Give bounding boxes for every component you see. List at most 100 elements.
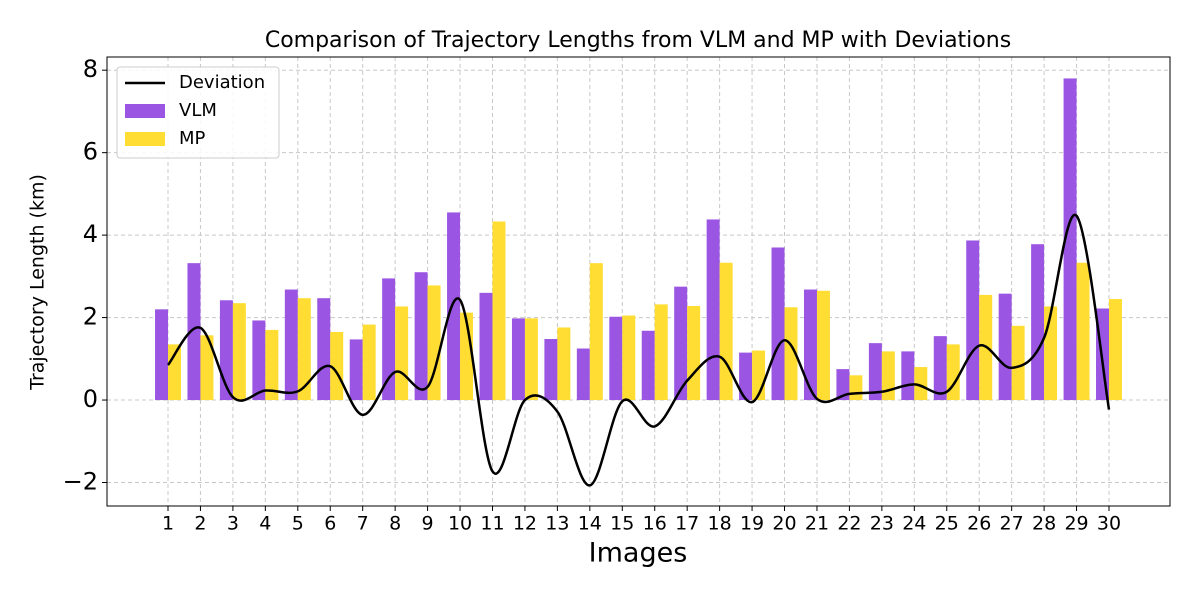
x-tick-label: 3 <box>227 513 239 535</box>
bar <box>589 263 603 401</box>
bar <box>1076 262 1090 401</box>
bar <box>447 212 461 401</box>
bar <box>265 329 279 401</box>
bar <box>155 309 169 401</box>
bar <box>544 339 558 401</box>
x-tick-label: 5 <box>292 513 304 535</box>
deviation-line <box>166 213 1111 487</box>
x-tick-label: 12 <box>513 513 537 535</box>
bar <box>674 286 688 401</box>
bar <box>836 369 850 401</box>
y-tick-label: 2 <box>83 303 98 331</box>
bar <box>933 336 947 401</box>
x-tick-label: 20 <box>772 513 796 535</box>
bar <box>1108 299 1122 401</box>
x-tick-label: 17 <box>675 513 699 535</box>
y-tick-label: 4 <box>83 220 98 248</box>
bar <box>524 318 538 401</box>
bar <box>395 306 409 401</box>
bar <box>382 278 396 401</box>
x-tick-label: 8 <box>389 513 401 535</box>
chart-title: Comparison of Trajectory Lengths from VL… <box>265 28 1011 53</box>
bar <box>284 289 298 401</box>
bar <box>609 316 623 401</box>
bar <box>576 348 590 401</box>
bar <box>349 339 363 401</box>
x-tick-label: 7 <box>357 513 369 535</box>
x-tick-label: 21 <box>805 513 829 535</box>
x-tick-label: 6 <box>324 513 336 535</box>
bar <box>187 263 201 401</box>
bar <box>868 343 882 401</box>
bar <box>816 290 830 401</box>
y-tick-label: 0 <box>83 385 98 413</box>
bar <box>511 318 525 401</box>
y-axis-label: Trajectory Length (km) <box>27 174 49 391</box>
x-tick-label: 1 <box>162 513 174 535</box>
bar <box>771 247 785 401</box>
x-axis-label: Images <box>589 538 688 569</box>
bar <box>998 293 1012 401</box>
bar <box>317 298 331 401</box>
bar <box>362 324 376 401</box>
legend-swatch <box>125 132 165 146</box>
legend-label: VLM <box>179 100 217 121</box>
x-tick-label: 9 <box>422 513 434 535</box>
y-tick-label: 6 <box>83 138 98 166</box>
legend-label: Deviation <box>179 72 265 93</box>
bar <box>200 335 214 401</box>
bar <box>427 285 441 401</box>
bar <box>232 303 246 401</box>
bar <box>881 351 895 401</box>
bar <box>1044 306 1058 401</box>
plot-frame <box>106 56 1171 507</box>
x-tick-label: 30 <box>1097 513 1121 535</box>
y-tick-label: −2 <box>63 467 98 495</box>
bar <box>492 221 506 401</box>
bar <box>901 351 915 401</box>
x-tick-label: 28 <box>1032 513 1056 535</box>
bar <box>914 367 928 401</box>
bar <box>622 315 636 401</box>
x-tick-label: 10 <box>448 513 472 535</box>
bar <box>784 307 798 401</box>
bar <box>252 320 266 401</box>
bar <box>966 240 980 401</box>
x-tick-label: 22 <box>837 513 861 535</box>
legend-swatch <box>125 104 165 118</box>
x-tick-label: 19 <box>740 513 764 535</box>
bar <box>297 298 311 401</box>
bar <box>641 330 655 401</box>
x-tick-label: 25 <box>935 513 959 535</box>
x-tick-label: 29 <box>1064 513 1088 535</box>
bar <box>414 272 428 401</box>
x-tick-label: 26 <box>967 513 991 535</box>
bar <box>687 306 701 401</box>
bar <box>1031 244 1045 401</box>
x-tick-label: 18 <box>708 513 732 535</box>
x-tick-label: 2 <box>194 513 206 535</box>
bar <box>479 292 493 401</box>
x-tick-label: 14 <box>578 513 602 535</box>
x-tick-label: 23 <box>870 513 894 535</box>
legend-label: MP <box>179 128 206 149</box>
bar <box>654 304 668 401</box>
bar <box>803 289 817 401</box>
bar <box>946 344 960 401</box>
bar <box>330 332 344 401</box>
bar <box>739 352 753 401</box>
bar <box>1011 325 1025 401</box>
x-tick-label: 11 <box>480 513 504 535</box>
bar <box>706 219 720 401</box>
x-tick-label: 27 <box>1000 513 1024 535</box>
x-tick-label: 13 <box>545 513 569 535</box>
bar <box>849 375 863 401</box>
bar <box>557 327 571 401</box>
x-tick-label: 4 <box>259 513 271 535</box>
x-tick-label: 24 <box>902 513 926 535</box>
bar <box>1063 78 1077 401</box>
y-tick-label: 8 <box>83 55 98 83</box>
x-tick-label: 15 <box>610 513 634 535</box>
bar <box>719 262 733 401</box>
